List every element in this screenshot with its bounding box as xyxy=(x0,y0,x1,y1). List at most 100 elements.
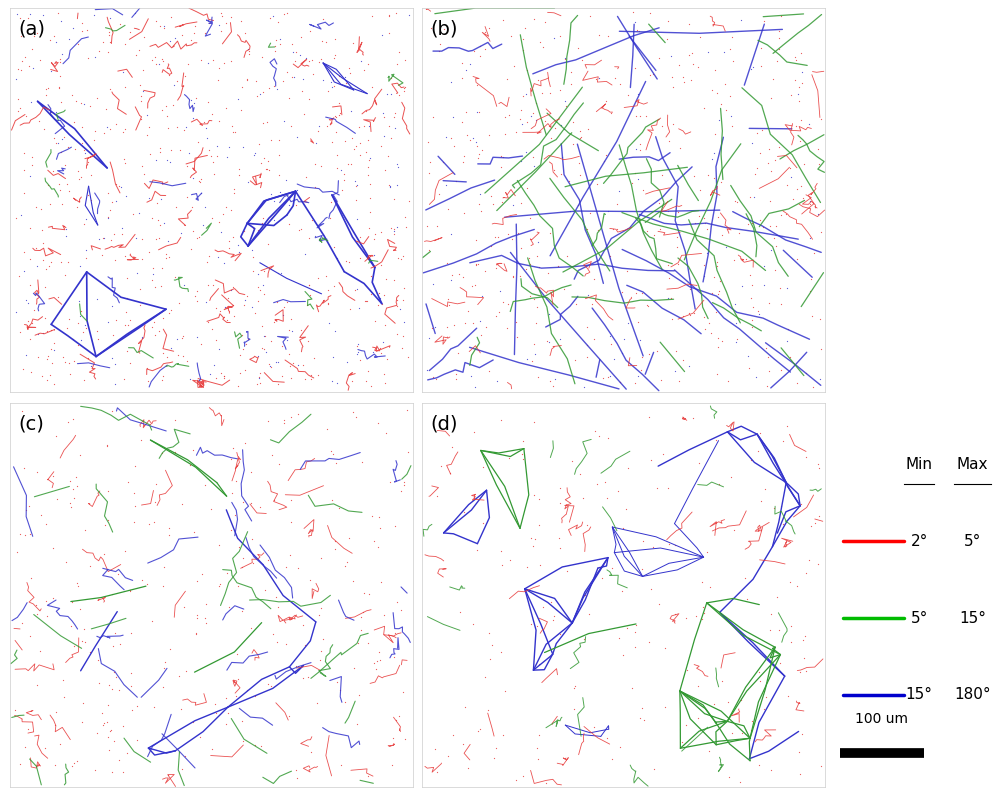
Point xyxy=(10,62,26,75)
Point xyxy=(745,137,760,149)
Point xyxy=(153,279,169,292)
Point xyxy=(337,71,353,83)
Point xyxy=(602,370,618,382)
Point xyxy=(119,272,135,285)
Point xyxy=(57,219,73,232)
Point xyxy=(760,142,776,155)
Point xyxy=(478,320,494,333)
Point xyxy=(36,122,52,135)
Point xyxy=(82,646,98,658)
Point xyxy=(239,74,254,87)
Point xyxy=(772,297,788,310)
Point xyxy=(184,94,200,107)
Point xyxy=(455,270,471,283)
Point xyxy=(54,48,70,60)
Point xyxy=(254,86,270,99)
Point xyxy=(813,759,829,772)
Point xyxy=(744,715,759,727)
Point xyxy=(108,178,124,191)
Point xyxy=(448,373,464,386)
Point xyxy=(269,83,285,95)
Point xyxy=(254,341,270,354)
Point xyxy=(773,363,789,376)
Point xyxy=(248,178,263,191)
Point xyxy=(645,541,661,553)
Point xyxy=(291,224,307,237)
Point xyxy=(39,324,55,337)
Point xyxy=(296,638,312,651)
Point xyxy=(363,379,379,392)
Point xyxy=(328,162,344,175)
Point xyxy=(246,250,261,263)
Point xyxy=(47,312,63,324)
Point xyxy=(252,500,268,513)
Point xyxy=(96,232,112,245)
Point xyxy=(16,462,32,475)
Point xyxy=(493,413,509,426)
Point xyxy=(68,471,84,483)
Point xyxy=(199,296,215,308)
Point xyxy=(738,253,753,266)
Point xyxy=(29,26,45,39)
Point xyxy=(356,119,372,132)
Point xyxy=(438,179,454,192)
Point xyxy=(337,135,353,148)
Point xyxy=(714,674,730,687)
Point xyxy=(541,120,557,133)
Point xyxy=(504,233,520,246)
Point xyxy=(753,495,769,508)
Point xyxy=(722,43,738,56)
Point xyxy=(210,74,226,87)
Point xyxy=(611,631,627,644)
Point xyxy=(389,158,405,171)
Point xyxy=(223,204,239,216)
Point xyxy=(205,278,221,291)
Point xyxy=(325,241,341,254)
Point xyxy=(738,571,753,584)
Point xyxy=(647,762,663,775)
Point xyxy=(331,502,347,514)
Point xyxy=(258,345,274,358)
Point xyxy=(118,157,134,170)
Point xyxy=(374,297,390,310)
Point xyxy=(380,150,396,163)
Point xyxy=(747,168,762,180)
Point xyxy=(188,627,204,640)
Point xyxy=(591,429,607,442)
Point xyxy=(226,310,242,323)
Point xyxy=(208,301,224,314)
Point xyxy=(103,36,119,48)
Point xyxy=(508,774,524,786)
Point xyxy=(499,72,515,85)
Point xyxy=(579,518,595,531)
Point xyxy=(383,88,399,101)
Point xyxy=(307,230,323,242)
Point xyxy=(591,29,607,41)
Point xyxy=(312,645,328,657)
Point xyxy=(253,157,269,169)
Point xyxy=(25,61,41,74)
Point xyxy=(774,435,790,448)
Point xyxy=(242,45,257,58)
Point xyxy=(468,234,484,246)
Point xyxy=(472,40,488,52)
Point xyxy=(108,313,124,326)
Point xyxy=(136,64,152,76)
Point xyxy=(43,65,59,78)
Point xyxy=(241,47,256,60)
Point xyxy=(366,228,382,241)
Point xyxy=(278,173,294,186)
Point xyxy=(620,316,636,329)
Point xyxy=(228,509,244,522)
Point xyxy=(386,192,402,205)
Point xyxy=(148,477,164,490)
Point xyxy=(640,300,656,312)
Point xyxy=(767,154,783,167)
Point xyxy=(311,654,327,667)
Point xyxy=(809,557,825,570)
Point xyxy=(339,556,355,568)
Point xyxy=(399,351,415,364)
Point xyxy=(64,88,80,101)
Point xyxy=(501,108,517,121)
Point xyxy=(67,142,83,155)
